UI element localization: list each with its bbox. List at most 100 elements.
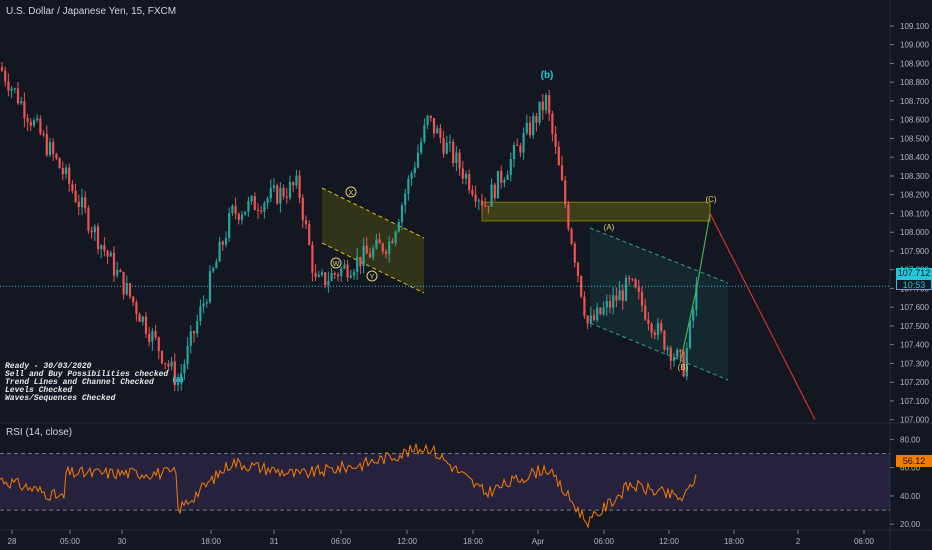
candle-body <box>109 252 112 257</box>
note-line: Trend Lines and Channel Checked <box>5 378 154 387</box>
candle-body <box>256 209 260 211</box>
candle-body <box>16 88 20 104</box>
candle-body <box>343 264 346 269</box>
candle-body <box>330 273 333 281</box>
candle-body <box>653 332 656 336</box>
candle-body <box>621 290 624 301</box>
candle-body <box>471 189 474 195</box>
wxy-channel-upper <box>321 187 425 239</box>
candle-body <box>695 284 698 310</box>
candle-body <box>205 302 208 304</box>
time-tick-label: 18:00 <box>463 537 484 546</box>
projection-b-line <box>679 286 698 364</box>
candle-body <box>7 81 10 91</box>
note-line: Sell and Buy Possibilities checked <box>5 370 169 379</box>
candle-body <box>570 228 573 244</box>
candle-body <box>253 196 256 210</box>
rsi-tick-label: 40.00 <box>900 492 921 501</box>
candle-body <box>375 239 378 249</box>
price-tick-label: 108.300 <box>900 172 929 181</box>
candle-body <box>532 115 535 136</box>
candle-body <box>362 245 365 267</box>
candle-body <box>295 175 298 186</box>
candle-body <box>487 206 490 208</box>
rsi-tick-label: 60.00 <box>900 464 921 473</box>
candle-body <box>509 159 512 176</box>
projection-down-line <box>709 213 816 420</box>
rsi-tick-label: 20.00 <box>900 520 921 529</box>
candle-body <box>567 204 570 229</box>
candle-body <box>496 170 500 199</box>
candle-body <box>247 201 250 212</box>
candle-body <box>586 315 589 324</box>
candle-body <box>656 322 660 336</box>
wave-label-A: (A) <box>604 223 615 232</box>
candle-body <box>647 319 650 324</box>
candle-body <box>301 197 304 221</box>
candle-body <box>685 348 688 377</box>
candle-body <box>221 241 224 245</box>
candle-body <box>538 101 541 123</box>
candle-body <box>605 300 608 308</box>
candle-body <box>528 122 532 136</box>
candle-body <box>314 272 317 277</box>
candle-body <box>535 115 538 123</box>
candle-body <box>445 143 448 154</box>
candle-body <box>672 357 676 361</box>
candle-body <box>624 277 628 301</box>
price-tick-label: 108.400 <box>900 153 929 162</box>
candle-body <box>426 115 429 125</box>
candle-body <box>64 167 68 175</box>
candle-body <box>602 307 605 315</box>
candle-body <box>164 363 167 365</box>
candle-body <box>589 315 592 324</box>
candle-body <box>157 337 160 352</box>
abc-channel-fill <box>590 228 728 380</box>
candle-body <box>228 213 231 239</box>
candle-body <box>365 245 368 254</box>
candle-body <box>413 167 416 174</box>
abc-channel-lower <box>589 322 729 381</box>
candle-body <box>512 144 516 160</box>
price-tick-label: 107.200 <box>900 378 929 387</box>
candle-body <box>608 300 612 308</box>
candle-body <box>10 88 13 91</box>
wave-label-X: X <box>349 190 354 197</box>
candle-body <box>372 248 375 258</box>
candle-body <box>116 270 119 276</box>
candle-body <box>173 361 176 386</box>
candle-body <box>320 272 324 275</box>
time-tick-label: 12:00 <box>397 537 418 546</box>
analysis-notes: Ready - 30/03/2020 Sell and Buy Possibil… <box>5 363 168 403</box>
candle-body <box>637 287 640 292</box>
candle-body <box>215 261 218 269</box>
candle-body <box>397 222 400 232</box>
candle-body <box>340 268 343 277</box>
candle-body <box>0 67 4 71</box>
rsi-value-badge: 56.12 <box>896 455 932 467</box>
candle-body <box>61 168 64 175</box>
candle-body <box>186 345 189 365</box>
time-tick-label: 12:00 <box>659 537 680 546</box>
candle-body <box>135 302 138 314</box>
wxy-channel-lower <box>321 242 425 294</box>
resistance-zone <box>481 201 711 222</box>
candle-body <box>272 185 276 189</box>
time-tick-label: 06:00 <box>594 537 615 546</box>
time-tick-label: 05:00 <box>60 537 81 546</box>
candle-body <box>244 211 247 215</box>
time-tick-label: 06:00 <box>331 537 352 546</box>
candle-body <box>39 118 42 134</box>
price-tick-label: 107.000 <box>900 416 929 425</box>
candle-body <box>45 134 48 155</box>
price-tick-label: 108.100 <box>900 209 929 218</box>
current-price-badge: 107.712 <box>896 268 932 279</box>
candle-body <box>420 141 423 153</box>
time-tick-label: Apr <box>532 537 545 546</box>
candle-body <box>80 197 84 207</box>
candle-body <box>208 271 212 303</box>
candle-body <box>154 331 157 338</box>
wave-label-W: W <box>333 261 340 268</box>
candle-body <box>36 118 39 121</box>
